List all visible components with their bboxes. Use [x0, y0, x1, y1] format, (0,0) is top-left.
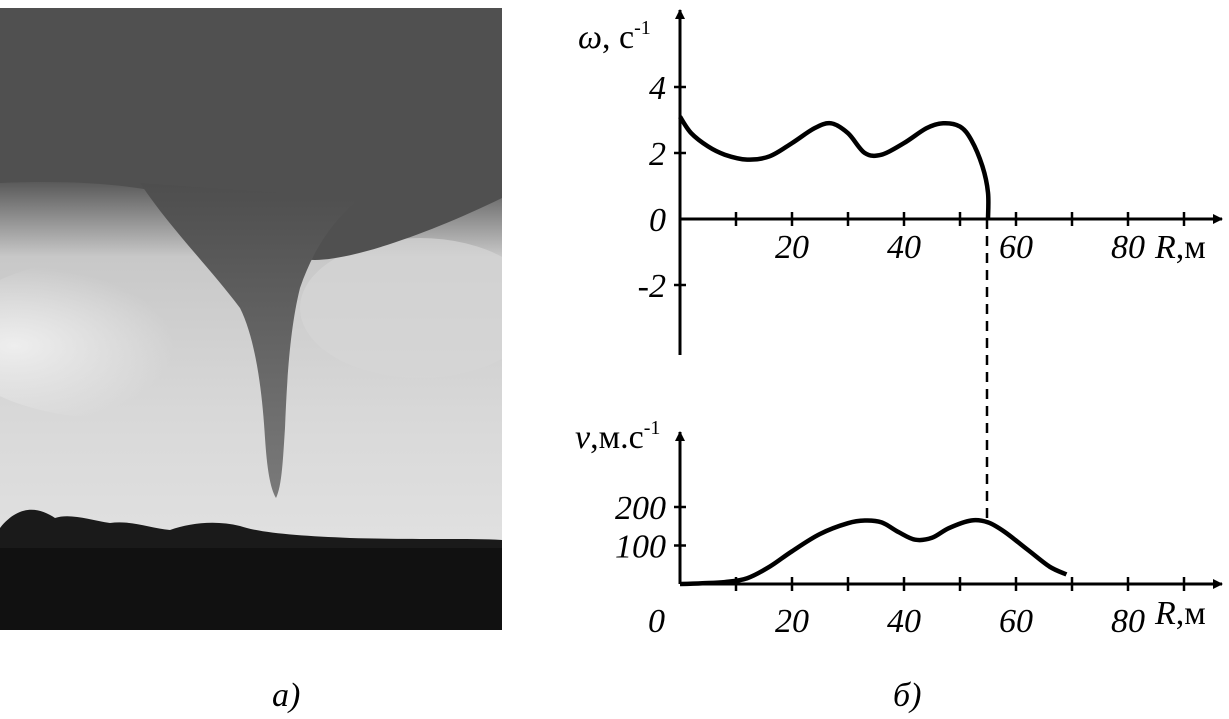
- velocity-x-tick-label: 60: [999, 603, 1033, 640]
- velocity-x-tick-label: 80: [1111, 603, 1145, 640]
- omega-y-tick-label: 4: [649, 70, 666, 107]
- omega-x-label: R,м: [1154, 229, 1206, 266]
- omega-x-tick-label: 20: [775, 229, 809, 266]
- velocity-x-tick-label: 40: [887, 603, 921, 640]
- omega-series-line: [678, 115, 991, 220]
- omega-y-label: ω, с-1: [578, 17, 651, 56]
- caption-a: а): [272, 677, 300, 714]
- velocity-y-tick-label: 100: [615, 529, 666, 566]
- tornado-photo: [0, 8, 502, 630]
- omega-x-tick-label: 80: [1111, 229, 1145, 266]
- omega-x-tick-label: 40: [887, 229, 921, 266]
- velocity-series-line: [679, 517, 1068, 587]
- velocity-y-label: v,м.с-1: [575, 417, 660, 456]
- caption-b: б): [893, 677, 921, 714]
- velocity-y-tick-label: 200: [615, 490, 666, 527]
- omega-y-tick-label: -2: [638, 268, 666, 305]
- velocity-origin-label: 0: [648, 603, 665, 640]
- omega-y-tick-label: 0: [649, 202, 666, 239]
- velocity-x-tick-label: 20: [775, 603, 809, 640]
- velocity-x-label: R,м: [1154, 595, 1206, 632]
- omega-x-tick-label: 60: [999, 229, 1033, 266]
- omega-y-tick-label: 2: [649, 136, 666, 173]
